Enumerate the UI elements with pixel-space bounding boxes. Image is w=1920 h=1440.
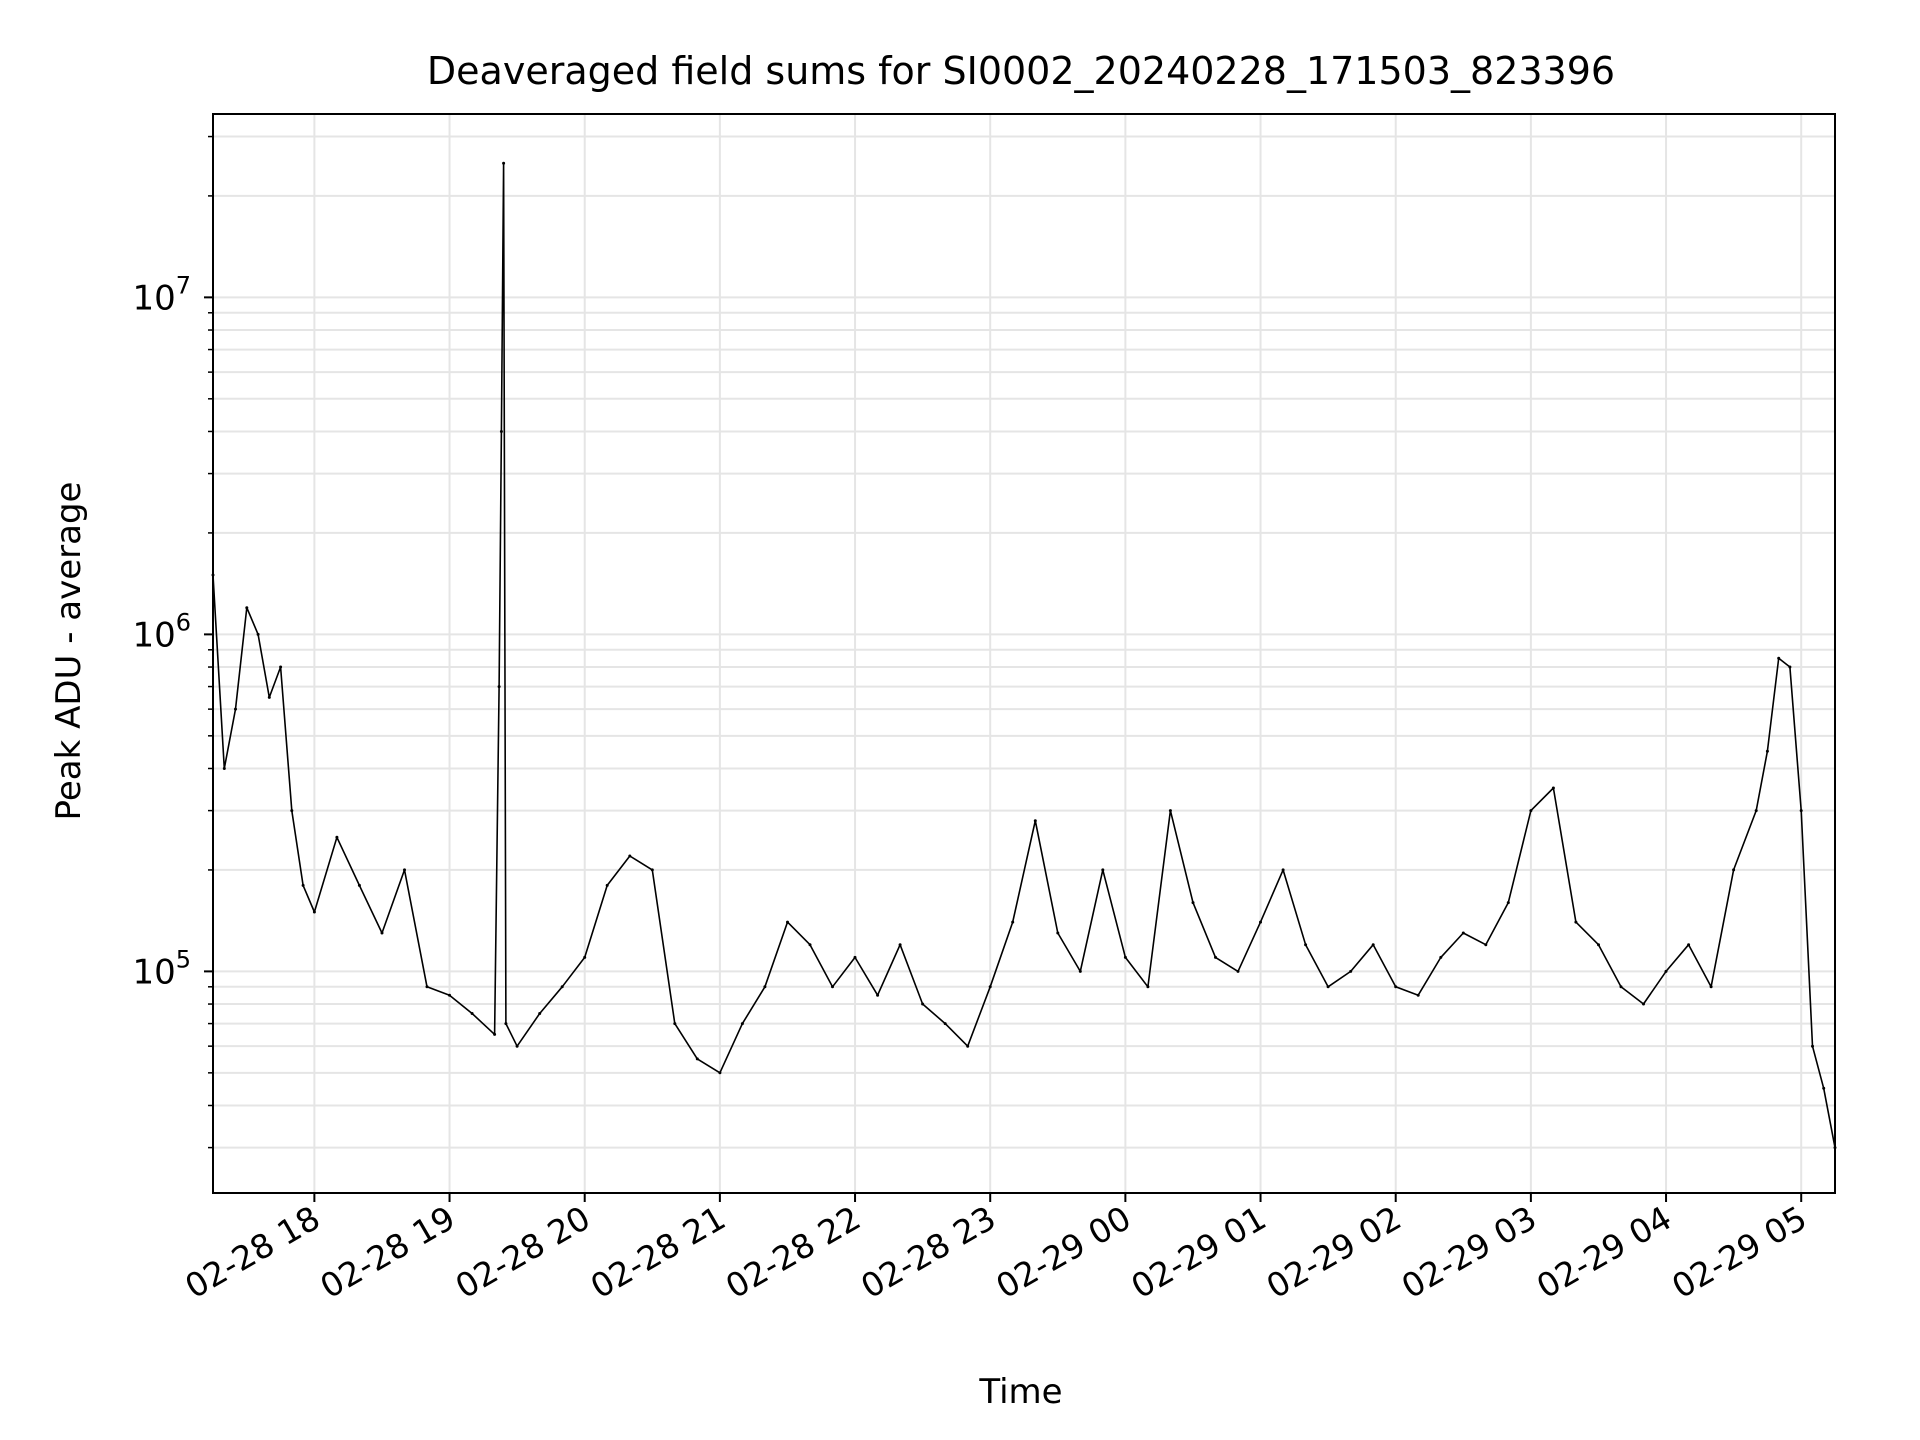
data-point [380, 931, 384, 935]
data-point [1236, 969, 1240, 973]
data-point [1056, 931, 1060, 935]
data-point [1799, 809, 1803, 813]
data-point [1822, 1086, 1826, 1090]
data-point [1506, 901, 1510, 905]
data-point [1033, 819, 1037, 823]
data-point [515, 1044, 519, 1048]
data-point [256, 632, 260, 636]
data-point [831, 985, 834, 989]
data-point [1214, 955, 1217, 959]
x-axis-label: Time [978, 1372, 1062, 1412]
data-point [497, 685, 501, 689]
data-point [312, 910, 316, 914]
data-point [234, 707, 237, 711]
data-point [1123, 955, 1127, 959]
data-point [1011, 920, 1015, 924]
data-point [808, 943, 812, 947]
data-point [1349, 969, 1353, 973]
data-point [1371, 943, 1375, 947]
data-point [673, 1022, 677, 1026]
grid-lines [213, 114, 1835, 1193]
data-point [1191, 901, 1195, 905]
data-point [1777, 656, 1781, 660]
data-point [1416, 993, 1420, 997]
data-point [1551, 786, 1555, 790]
data-point [583, 955, 587, 959]
data-point [1642, 1002, 1645, 1006]
data-point [1078, 969, 1082, 973]
data-point [1732, 868, 1736, 872]
data-point [650, 868, 654, 872]
data-point [1754, 809, 1758, 813]
data-point [1168, 809, 1172, 813]
data-point [943, 1022, 947, 1026]
data-point [222, 767, 226, 770]
data-point [988, 985, 992, 989]
data-point [245, 606, 249, 610]
data-point [504, 1022, 508, 1026]
data-point [1619, 985, 1623, 989]
data-point [1765, 749, 1769, 753]
data-point [499, 430, 503, 433]
y-axis-label: Peak ADU - average [49, 482, 89, 821]
data-point [740, 1022, 744, 1026]
data-point [1574, 920, 1578, 924]
data-point [290, 809, 294, 813]
data-point [898, 943, 902, 947]
chart-title: Deaveraged field sums for SI0002_2024022… [427, 49, 1615, 93]
y-tick-label: 107 [132, 271, 191, 318]
data-point [1281, 868, 1285, 872]
data-point [493, 1032, 497, 1036]
data-point [335, 835, 339, 839]
data-point [718, 1071, 722, 1075]
data-point [1529, 809, 1533, 813]
data-point [267, 695, 271, 699]
data-point [403, 868, 406, 872]
data-point [1664, 969, 1668, 973]
data-point [763, 985, 767, 989]
data-point [1597, 943, 1600, 947]
data-point [1788, 665, 1792, 669]
data-point [1687, 943, 1691, 947]
data-point [538, 1012, 542, 1015]
series-layer [211, 161, 1837, 1150]
data-point [1484, 943, 1488, 947]
data-point [628, 854, 632, 858]
data-point [695, 1057, 699, 1061]
data-point [1394, 985, 1398, 989]
data-point [1304, 943, 1308, 947]
data-point [502, 161, 506, 165]
data-point [1461, 931, 1465, 935]
data-point [1101, 868, 1105, 872]
data-point [966, 1044, 970, 1048]
data-point [560, 985, 564, 989]
data-point [1259, 920, 1262, 924]
data-point [301, 883, 305, 887]
data-point [605, 883, 609, 887]
data-point [1811, 1044, 1814, 1048]
data-point [448, 993, 451, 997]
data-point [786, 920, 789, 924]
data-point [1709, 985, 1713, 989]
data-point [357, 883, 361, 887]
data-point [1326, 985, 1330, 989]
data-point [1439, 955, 1443, 959]
data-point [470, 1012, 474, 1015]
plot-area-frame [212, 113, 1836, 1194]
data-point [876, 993, 880, 997]
y-tick-label: 105 [132, 945, 191, 992]
y-tick-label: 106 [132, 608, 191, 655]
data-point [853, 955, 857, 959]
data-point [279, 665, 283, 669]
data-point [1146, 985, 1150, 989]
data-point [425, 985, 429, 989]
data-point [921, 1002, 925, 1006]
